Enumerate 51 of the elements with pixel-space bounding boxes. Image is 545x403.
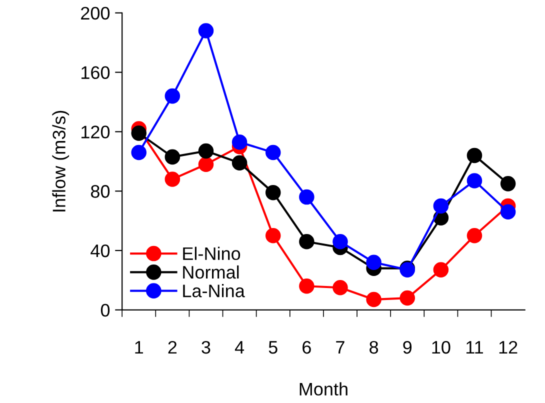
point [164,172,180,187]
x-tick-label: 9 [403,340,412,354]
point [466,148,482,164]
x-tick-label: 6 [302,340,311,354]
y-tick-label: 160 [82,66,110,80]
point [500,204,516,220]
point [433,198,449,214]
x-tick-label: 2 [168,340,177,354]
point [198,156,214,172]
point [265,228,281,244]
point [299,234,314,250]
point [131,144,146,160]
point [198,23,214,38]
x-tick-label: 7 [336,341,344,354]
x-tick-label: 12 [499,340,518,354]
legend-label: La-Nina [183,284,245,298]
point [332,280,348,296]
y-axis-title: Inflow (m3/s) [52,110,70,212]
y-tick-label: 80 [90,185,110,198]
point [466,173,482,188]
point [164,88,180,104]
point [400,290,416,306]
point [232,134,248,150]
x-axis-title: Month [300,382,348,396]
point [265,184,281,200]
x-tick-label: 5 [268,341,278,354]
point [366,292,382,308]
y-tick-label: 200 [81,6,110,20]
x-tick-label: 11 [466,341,483,354]
x-tick-label: 10 [432,340,450,354]
point [299,278,314,294]
point [131,126,146,141]
point [164,149,180,165]
legend-label: El-Nino [183,246,240,260]
point [366,254,382,270]
x-tick-label: 4 [234,341,244,354]
x-tick-label: 8 [370,340,378,354]
x-tick-label: 3 [202,340,210,354]
legend-label: Normal [183,265,239,279]
point [299,189,314,205]
point [466,228,482,244]
point [332,234,348,250]
y-tick-label: 0 [100,304,110,317]
point [232,155,248,171]
point [198,143,214,159]
y-tick-label: 120 [82,126,110,138]
point [265,144,281,160]
point [433,262,449,278]
point [500,176,516,192]
y-tick-label: 40 [90,244,110,258]
x-tick-label: 1 [135,341,143,354]
